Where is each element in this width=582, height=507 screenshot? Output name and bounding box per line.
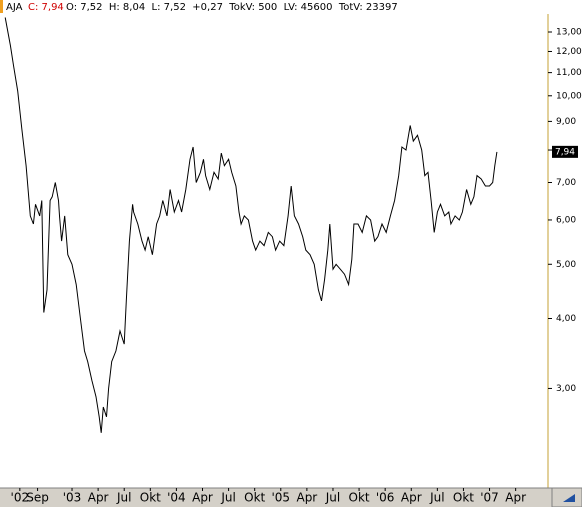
last-price-label: 7,94 [555,147,575,157]
x-tick-label: '06 [376,491,395,505]
corner-button[interactable] [551,487,582,507]
x-tick-label: '02 [11,491,30,505]
y-tick-label: 4,00 [556,314,576,324]
x-tick-label: Jul [116,491,131,505]
x-tick-label: Apr [505,491,526,505]
x-tick-label: Okt [244,491,265,505]
x-tick-label: '03 [63,491,82,505]
header-values: O: 7,52 H: 8,04 L: 7,52 +0,27 TokV: 500 … [66,2,398,13]
price-line [4,17,498,433]
y-tick-label: 10,00 [556,91,582,101]
x-tick-label: Okt [349,491,370,505]
x-tick-label: Apr [192,491,213,505]
x-tick-label: Jul [220,491,235,505]
y-tick-label: 5,00 [556,260,576,270]
y-tick-label: 6,00 [556,215,576,225]
x-tick-label: '07 [480,491,499,505]
x-tick-label: Jul [429,491,444,505]
y-tick-label: 9,00 [556,117,576,127]
x-tick-label: '04 [167,491,186,505]
x-tick-label: Apr [401,491,422,505]
x-axis-band [0,488,582,507]
x-tick-label: Jul [325,491,340,505]
x-tick-label: Apr [296,491,317,505]
symbol-marker [0,0,3,13]
x-tick-label: Sep [26,491,49,505]
y-tick-label: 12,00 [556,47,582,57]
last-price-box [552,145,578,158]
y-tick-label: 11,00 [556,68,582,78]
header-symbol: AJA [6,2,23,13]
y-tick-label: 13,00 [556,28,582,38]
y-tick-label: 7,00 [556,178,576,188]
corner-icon [563,494,575,502]
x-tick-label: '05 [271,491,290,505]
x-tick-label: Apr [88,491,109,505]
y-tick-label: 3,00 [556,384,576,394]
header-close: C: 7,94 [28,2,64,13]
x-tick-label: Okt [140,491,161,505]
x-tick-label: Okt [453,491,474,505]
